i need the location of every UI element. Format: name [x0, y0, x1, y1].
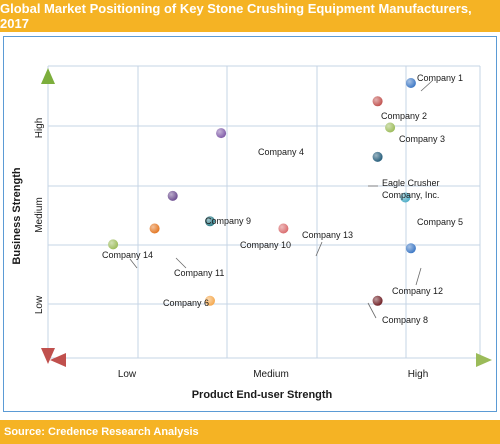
leader-company-11	[175, 257, 187, 269]
point-labels: Company 1 Company 2 Company 3 Company 4 …	[102, 73, 463, 325]
point-highlight	[149, 223, 160, 234]
point-highlight	[405, 78, 416, 88]
x-tick-label-medium: Medium	[253, 369, 289, 380]
point-label-company-2: Company 2	[381, 111, 427, 121]
leader-company-8	[367, 302, 377, 319]
x-tick-label-high: High	[408, 369, 429, 380]
chart-frame	[3, 36, 497, 412]
point-highlight	[372, 96, 383, 107]
y-tick-labels: Low Medium High	[34, 118, 45, 314]
point-highlight	[405, 243, 416, 254]
leader-company-1	[420, 80, 433, 92]
point-label-company-3: Company 3	[399, 134, 445, 144]
x-axis-arrow	[50, 353, 492, 367]
point-label-company-13: Company 13	[302, 230, 353, 240]
point-label-eagle-crusher-line1: Eagle Crusher	[382, 178, 440, 188]
point-label-eagle-crusher-line2: Company, Inc.	[382, 190, 439, 200]
leader-company-12	[415, 267, 422, 286]
point-highlight	[372, 151, 383, 162]
point-highlight	[372, 295, 383, 306]
source-text: Source: Credence Research Analysis	[4, 426, 199, 438]
leader-lines	[129, 80, 433, 319]
point-highlight	[205, 295, 215, 306]
data-points	[108, 78, 416, 306]
point-label-company-6: Company 6	[163, 298, 209, 308]
point-highlight	[205, 216, 215, 227]
point-highlight	[400, 192, 411, 203]
point-label-company-5: Company 5	[417, 217, 463, 227]
x-tick-labels: Low Medium High	[118, 369, 428, 380]
point-label-company-10: Company 10	[240, 240, 291, 250]
point-label-company-11: Company 11	[174, 268, 224, 278]
y-axis-arrow	[41, 68, 55, 364]
x-axis-title: Product End-user Strength	[192, 389, 333, 401]
point-label-company-14: Company 14	[102, 250, 153, 260]
point-highlight	[385, 122, 396, 133]
chart-title: Global Market Positioning of Key Stone C…	[0, 1, 472, 31]
point-highlight	[278, 223, 289, 234]
point-label-company-8: Company 8	[382, 315, 428, 325]
y-tick-label-medium: Medium	[34, 197, 45, 233]
source-banner: Source: Credence Research Analysis	[0, 420, 500, 444]
y-tick-label-low: Low	[34, 295, 45, 314]
point-label-company-12: Company 12	[392, 286, 443, 296]
title-banner: Global Market Positioning of Key Stone C…	[0, 0, 500, 32]
point-label-company-9: Company 9	[205, 216, 251, 226]
point-label-company-1: Company 1	[417, 73, 463, 83]
x-tick-label-low: Low	[118, 369, 137, 380]
leader-company-13	[315, 241, 323, 257]
point-highlight	[216, 128, 227, 139]
leader-company-14	[129, 258, 138, 269]
y-tick-label-high: High	[34, 118, 45, 139]
point-highlight	[108, 239, 119, 250]
point-highlight	[167, 190, 178, 201]
point-label-company-4: Company 4	[258, 147, 304, 157]
y-axis-title: Business Strength	[11, 167, 23, 264]
